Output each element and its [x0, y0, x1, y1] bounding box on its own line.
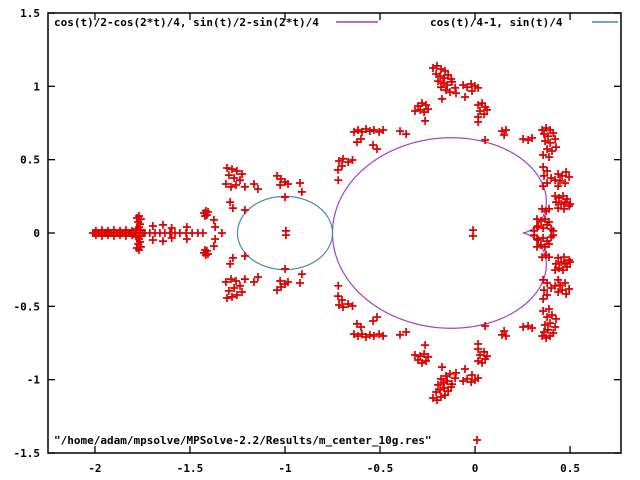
- cardioid-curve: [331, 137, 547, 329]
- y-tick-label: -0.5: [14, 300, 41, 313]
- y-tick-label: 0.5: [20, 154, 40, 167]
- x-tick-label: 0: [472, 462, 479, 475]
- plot-border: [47, 12, 622, 454]
- y-tick-label: 1.5: [20, 7, 40, 20]
- x-tick-label: -1.5: [177, 462, 204, 475]
- x-tick-label: 0.5: [560, 462, 580, 475]
- x-tick-label: -2: [88, 462, 101, 475]
- y-tick-label: -1.5: [14, 447, 41, 460]
- x-tick-label: -1: [278, 462, 292, 475]
- key-file-plus-sample: [473, 436, 481, 444]
- y-tick-label: 0: [33, 227, 40, 240]
- x-tick-label: -0.5: [367, 462, 394, 475]
- y-tick-label: -1: [27, 374, 41, 387]
- key-file-label: "/home/adam/mpsolve/MPSolve-2.2/Results/…: [54, 434, 432, 447]
- circle-curve: [236, 195, 334, 271]
- legend-circle-label: cos(t)/4-1, sin(t)/4: [430, 16, 563, 29]
- y-tick-label: 1: [33, 80, 40, 93]
- legend-cardioid-label: cos(t)/2-cos(2*t)/4, sin(t)/2-sin(2*t)/4: [54, 16, 319, 29]
- roots-plus-markers: [88, 61, 575, 405]
